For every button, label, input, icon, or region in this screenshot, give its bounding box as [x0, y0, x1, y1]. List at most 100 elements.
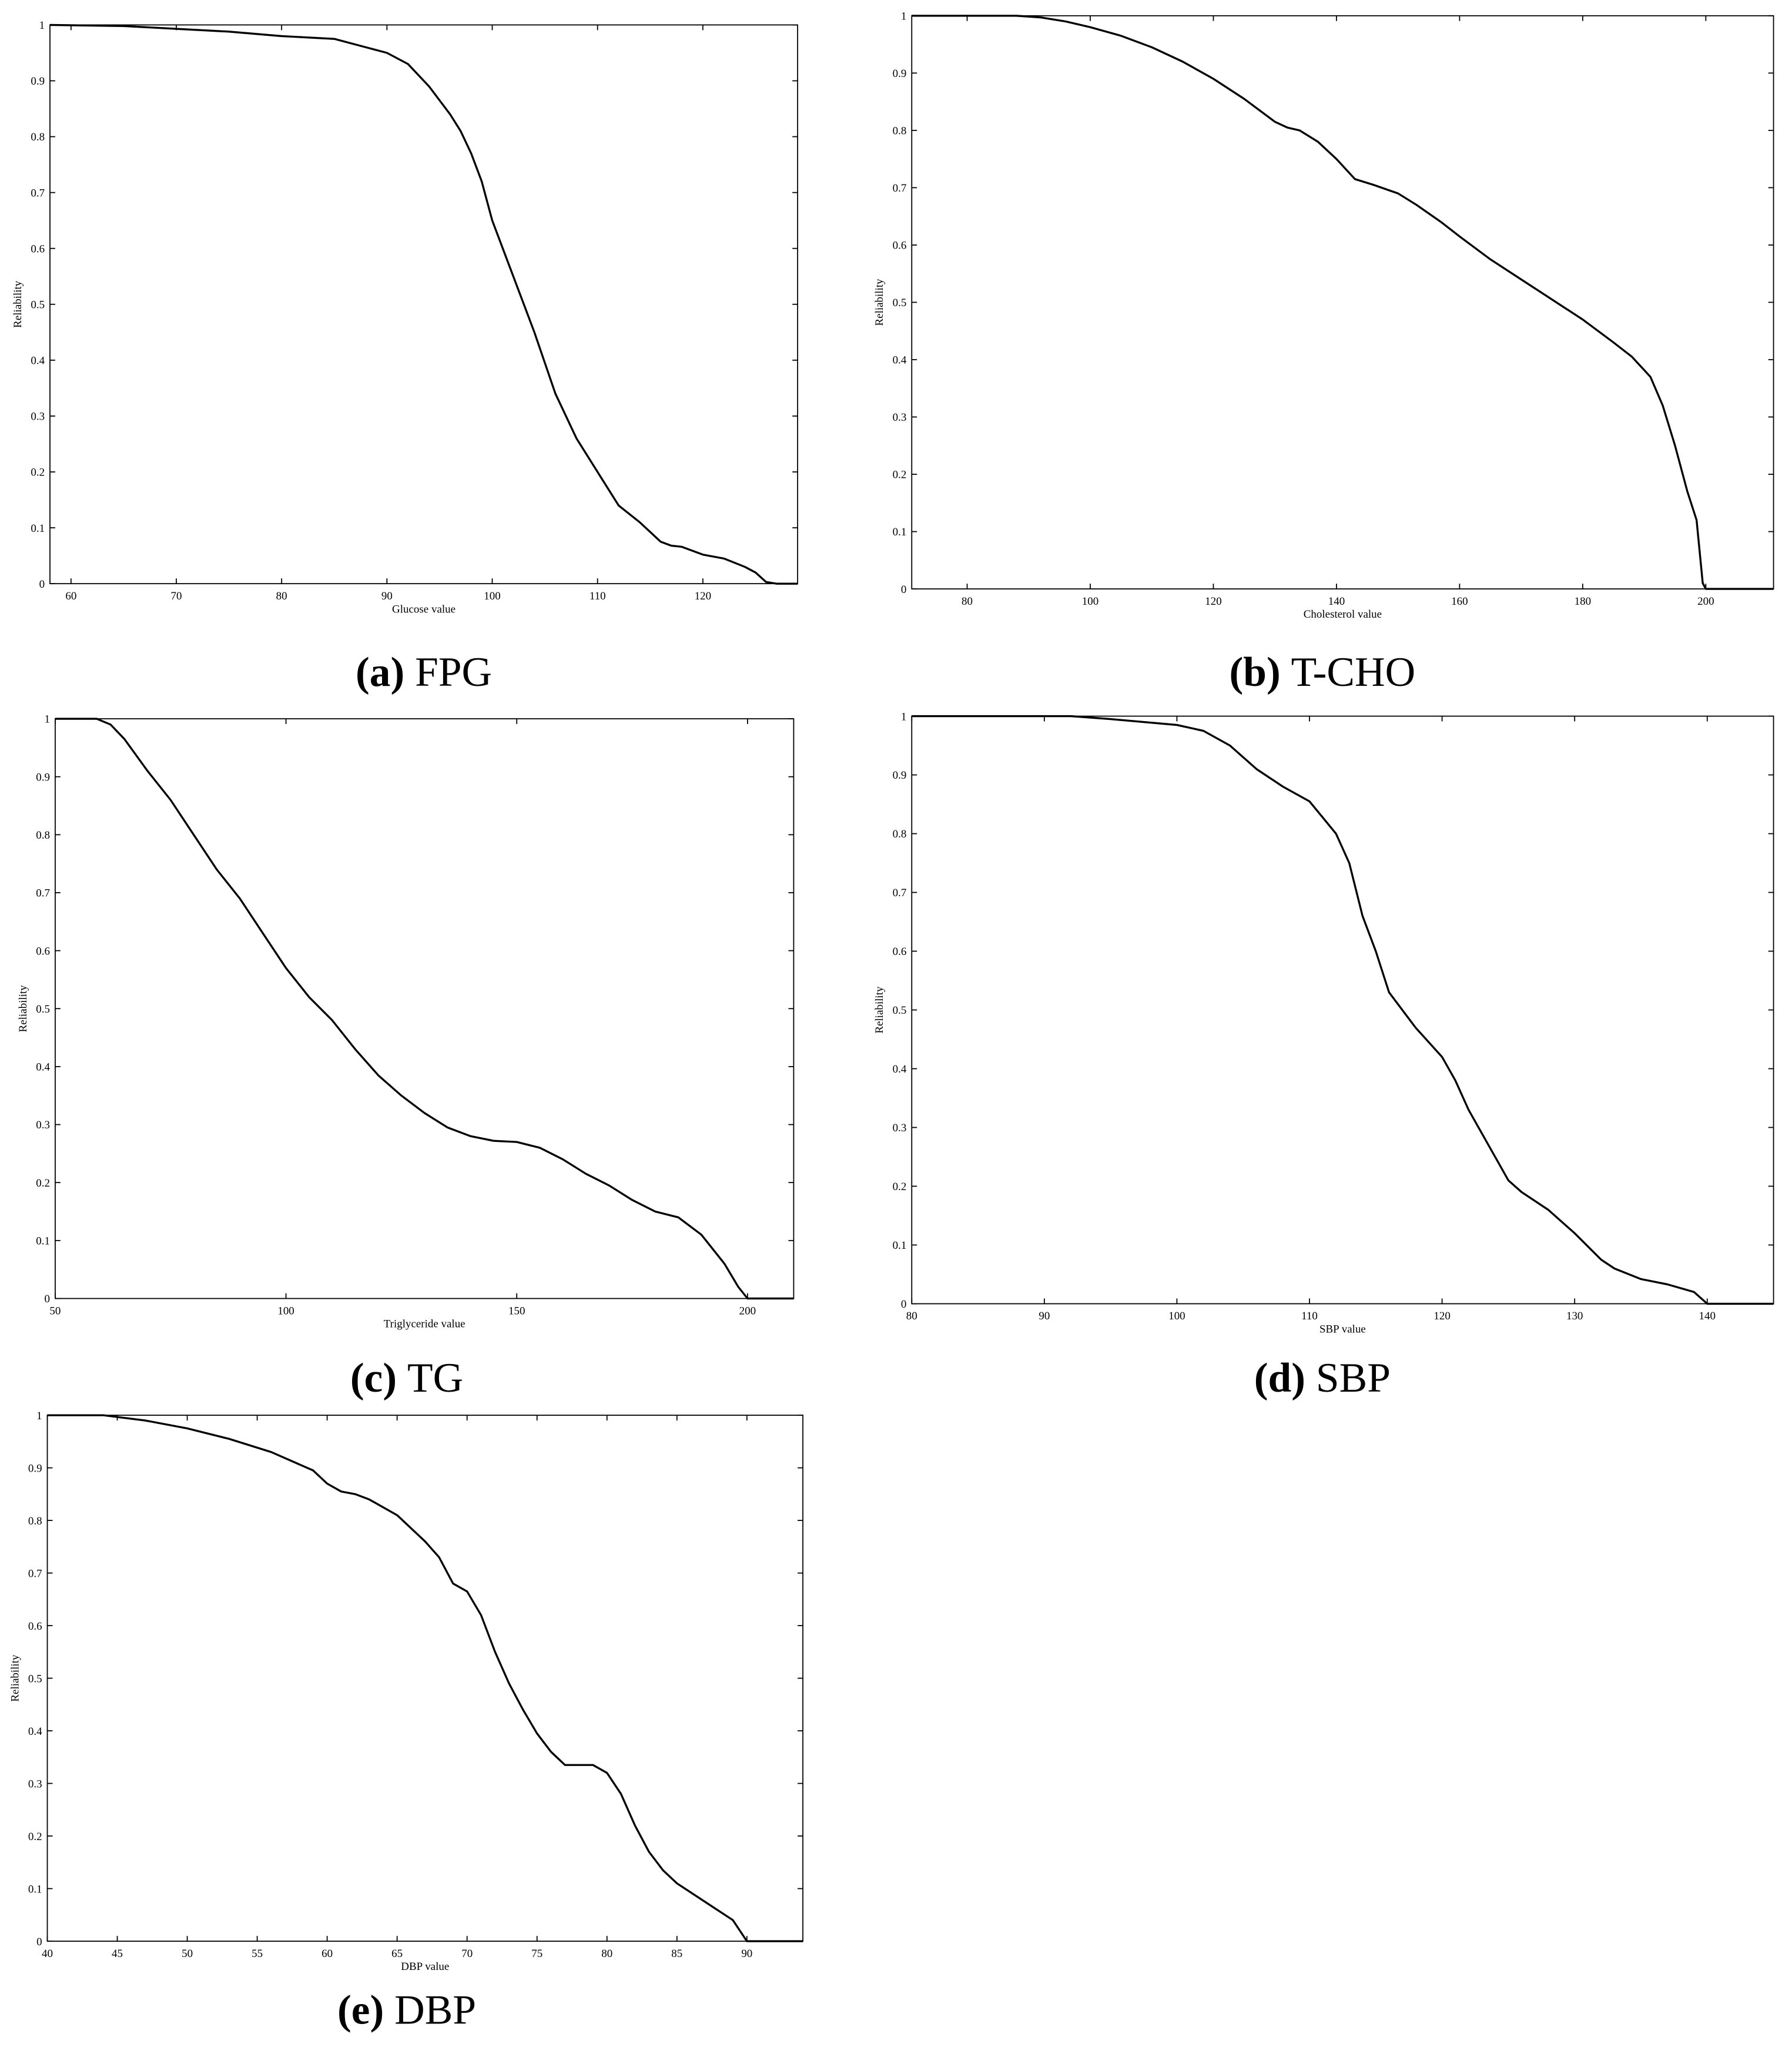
caption-text: FPG [415, 649, 492, 695]
y-axis-label: Reliability [17, 985, 29, 1033]
y-tick-label: 0.1 [31, 522, 45, 535]
x-tick-label: 200 [1697, 595, 1714, 608]
y-tick-label: 0.3 [28, 1778, 42, 1790]
caption-text: SBP [1316, 1355, 1391, 1401]
y-tick-label: 0.9 [31, 75, 45, 88]
y-tick-label: 0.4 [893, 1063, 907, 1075]
x-tick-label: 110 [1301, 1310, 1318, 1322]
y-tick-label: 0.1 [893, 1239, 907, 1252]
y-tick-label: 0 [45, 1293, 50, 1305]
y-tick-label: 1 [901, 10, 906, 22]
caption: (e) DBP [337, 1987, 476, 2033]
x-tick-label: 70 [171, 590, 182, 602]
caption: (b) T-CHO [1229, 649, 1415, 695]
plot-frame [911, 15, 1774, 589]
x-tick-label: 90 [381, 590, 393, 602]
x-tick-label: 200 [739, 1305, 756, 1317]
y-tick-label: 0.3 [893, 411, 907, 424]
caption: (c) TG [350, 1355, 463, 1401]
y-tick-label: 0 [901, 1298, 906, 1311]
x-tick-label: 80 [276, 590, 287, 602]
x-tick-label: 50 [49, 1305, 61, 1317]
x-axis-label: SBP value [1319, 1323, 1366, 1336]
y-tick-label: 0.5 [31, 299, 45, 311]
x-axis-label: Triglyceride value [384, 1318, 465, 1331]
caption: (a) FPG [356, 649, 492, 695]
y-tick-label: 0.5 [36, 1003, 50, 1016]
y-tick-label: 0.1 [36, 1235, 50, 1248]
y-tick-label: 0.6 [893, 240, 907, 252]
plot-frame [49, 24, 799, 585]
y-tick-label: 0.8 [36, 829, 50, 842]
y-tick-label: 0.7 [28, 1567, 42, 1580]
y-tick-label: 0.9 [893, 769, 907, 782]
x-axis-label: DBP value [401, 1961, 449, 1973]
y-tick-label: 0.6 [36, 945, 50, 957]
chart: 80 90 100 110 120 130 140 0 0.1 0.2 0.3 0.4 0.5 0.6 0.… [873, 711, 1774, 1401]
x-tick-label: 120 [695, 590, 711, 602]
y-tick-label: 1 [901, 711, 906, 723]
plot-frame [46, 1415, 803, 1942]
x-tick-label: 85 [671, 1948, 682, 1960]
caption-label: (b) [1229, 649, 1280, 695]
caption-text: DBP [394, 1987, 476, 2033]
x-tick-label: 130 [1566, 1310, 1583, 1322]
chart: 50 100 150 200 0 0.1 0.2 0.3 0.4 0.5 0.6 0.7 0.8 0.9 1… [17, 713, 795, 1401]
x-tick-label: 100 [277, 1305, 294, 1317]
y-tick-label: 0.4 [28, 1725, 42, 1738]
y-tick-label: 0 [39, 578, 45, 591]
caption-label: (e) [337, 1987, 384, 2033]
x-tick-label: 180 [1575, 595, 1591, 608]
y-tick-label: 0.1 [28, 1883, 42, 1895]
x-tick-label: 90 [741, 1948, 752, 1960]
y-tick-label: 0.7 [893, 182, 907, 195]
y-axis-label: Reliability [9, 1654, 21, 1702]
y-tick-label: 1 [45, 713, 50, 726]
y-tick-label: 0.6 [28, 1620, 42, 1633]
y-tick-label: 0.9 [893, 68, 907, 80]
y-tick-label: 0.3 [893, 1122, 907, 1134]
y-tick-label: 0.1 [893, 526, 907, 538]
chart: 60 70 80 90 100 110 120 0 0.1 0.2 0.3 0.4 0.5 0.6 0.7 0… [12, 19, 799, 695]
x-tick-label: 50 [182, 1948, 193, 1960]
x-tick-label: 100 [1168, 1310, 1185, 1322]
caption-text: T-CHO [1291, 649, 1416, 695]
plot-frame [911, 715, 1774, 1305]
y-tick-label: 0.3 [31, 411, 45, 423]
y-tick-label: 0.8 [893, 125, 907, 138]
x-tick-label: 80 [962, 595, 973, 608]
y-tick-label: 0 [36, 1936, 42, 1948]
y-axis-label: Reliability [873, 279, 886, 326]
x-tick-label: 140 [1699, 1310, 1716, 1322]
y-tick-label: 1 [36, 1410, 42, 1422]
x-tick-label: 100 [1082, 595, 1098, 608]
y-tick-label: 0.3 [36, 1119, 50, 1131]
y-tick-label: 0.9 [28, 1462, 42, 1475]
x-tick-label: 65 [391, 1948, 403, 1960]
y-tick-label: 0.5 [893, 297, 907, 309]
x-tick-label: 90 [1039, 1310, 1050, 1322]
y-tick-label: 0.2 [36, 1177, 50, 1189]
y-tick-label: 0.5 [893, 1004, 907, 1017]
x-tick-label: 160 [1451, 595, 1468, 608]
y-tick-label: 0.4 [893, 354, 907, 367]
x-tick-label: 75 [531, 1948, 542, 1960]
line [49, 24, 798, 585]
line [912, 15, 1774, 590]
caption: (d) SBP [1254, 1355, 1391, 1401]
x-tick-label: 70 [461, 1948, 473, 1960]
y-tick-label: 0.2 [893, 1181, 907, 1193]
line [47, 1414, 803, 1942]
caption-label: (a) [356, 649, 404, 695]
caption-label: (d) [1254, 1355, 1305, 1401]
y-tick-label: 0.2 [893, 469, 907, 481]
y-tick-label: 0.2 [28, 1831, 42, 1843]
x-tick-label: 110 [589, 590, 606, 602]
x-tick-label: 80 [906, 1310, 917, 1322]
x-tick-label: 100 [484, 590, 500, 602]
y-tick-label: 0.9 [36, 771, 50, 783]
chart: 40 45 50 55 60 65 70 75 80 85 90 0 0.1 0.2 0.3 0.4 0.5 0.… [9, 1410, 803, 2033]
x-tick-label: 120 [1433, 1310, 1450, 1322]
y-tick-label: 0.5 [28, 1673, 42, 1685]
y-tick-label: 0.7 [31, 187, 45, 199]
